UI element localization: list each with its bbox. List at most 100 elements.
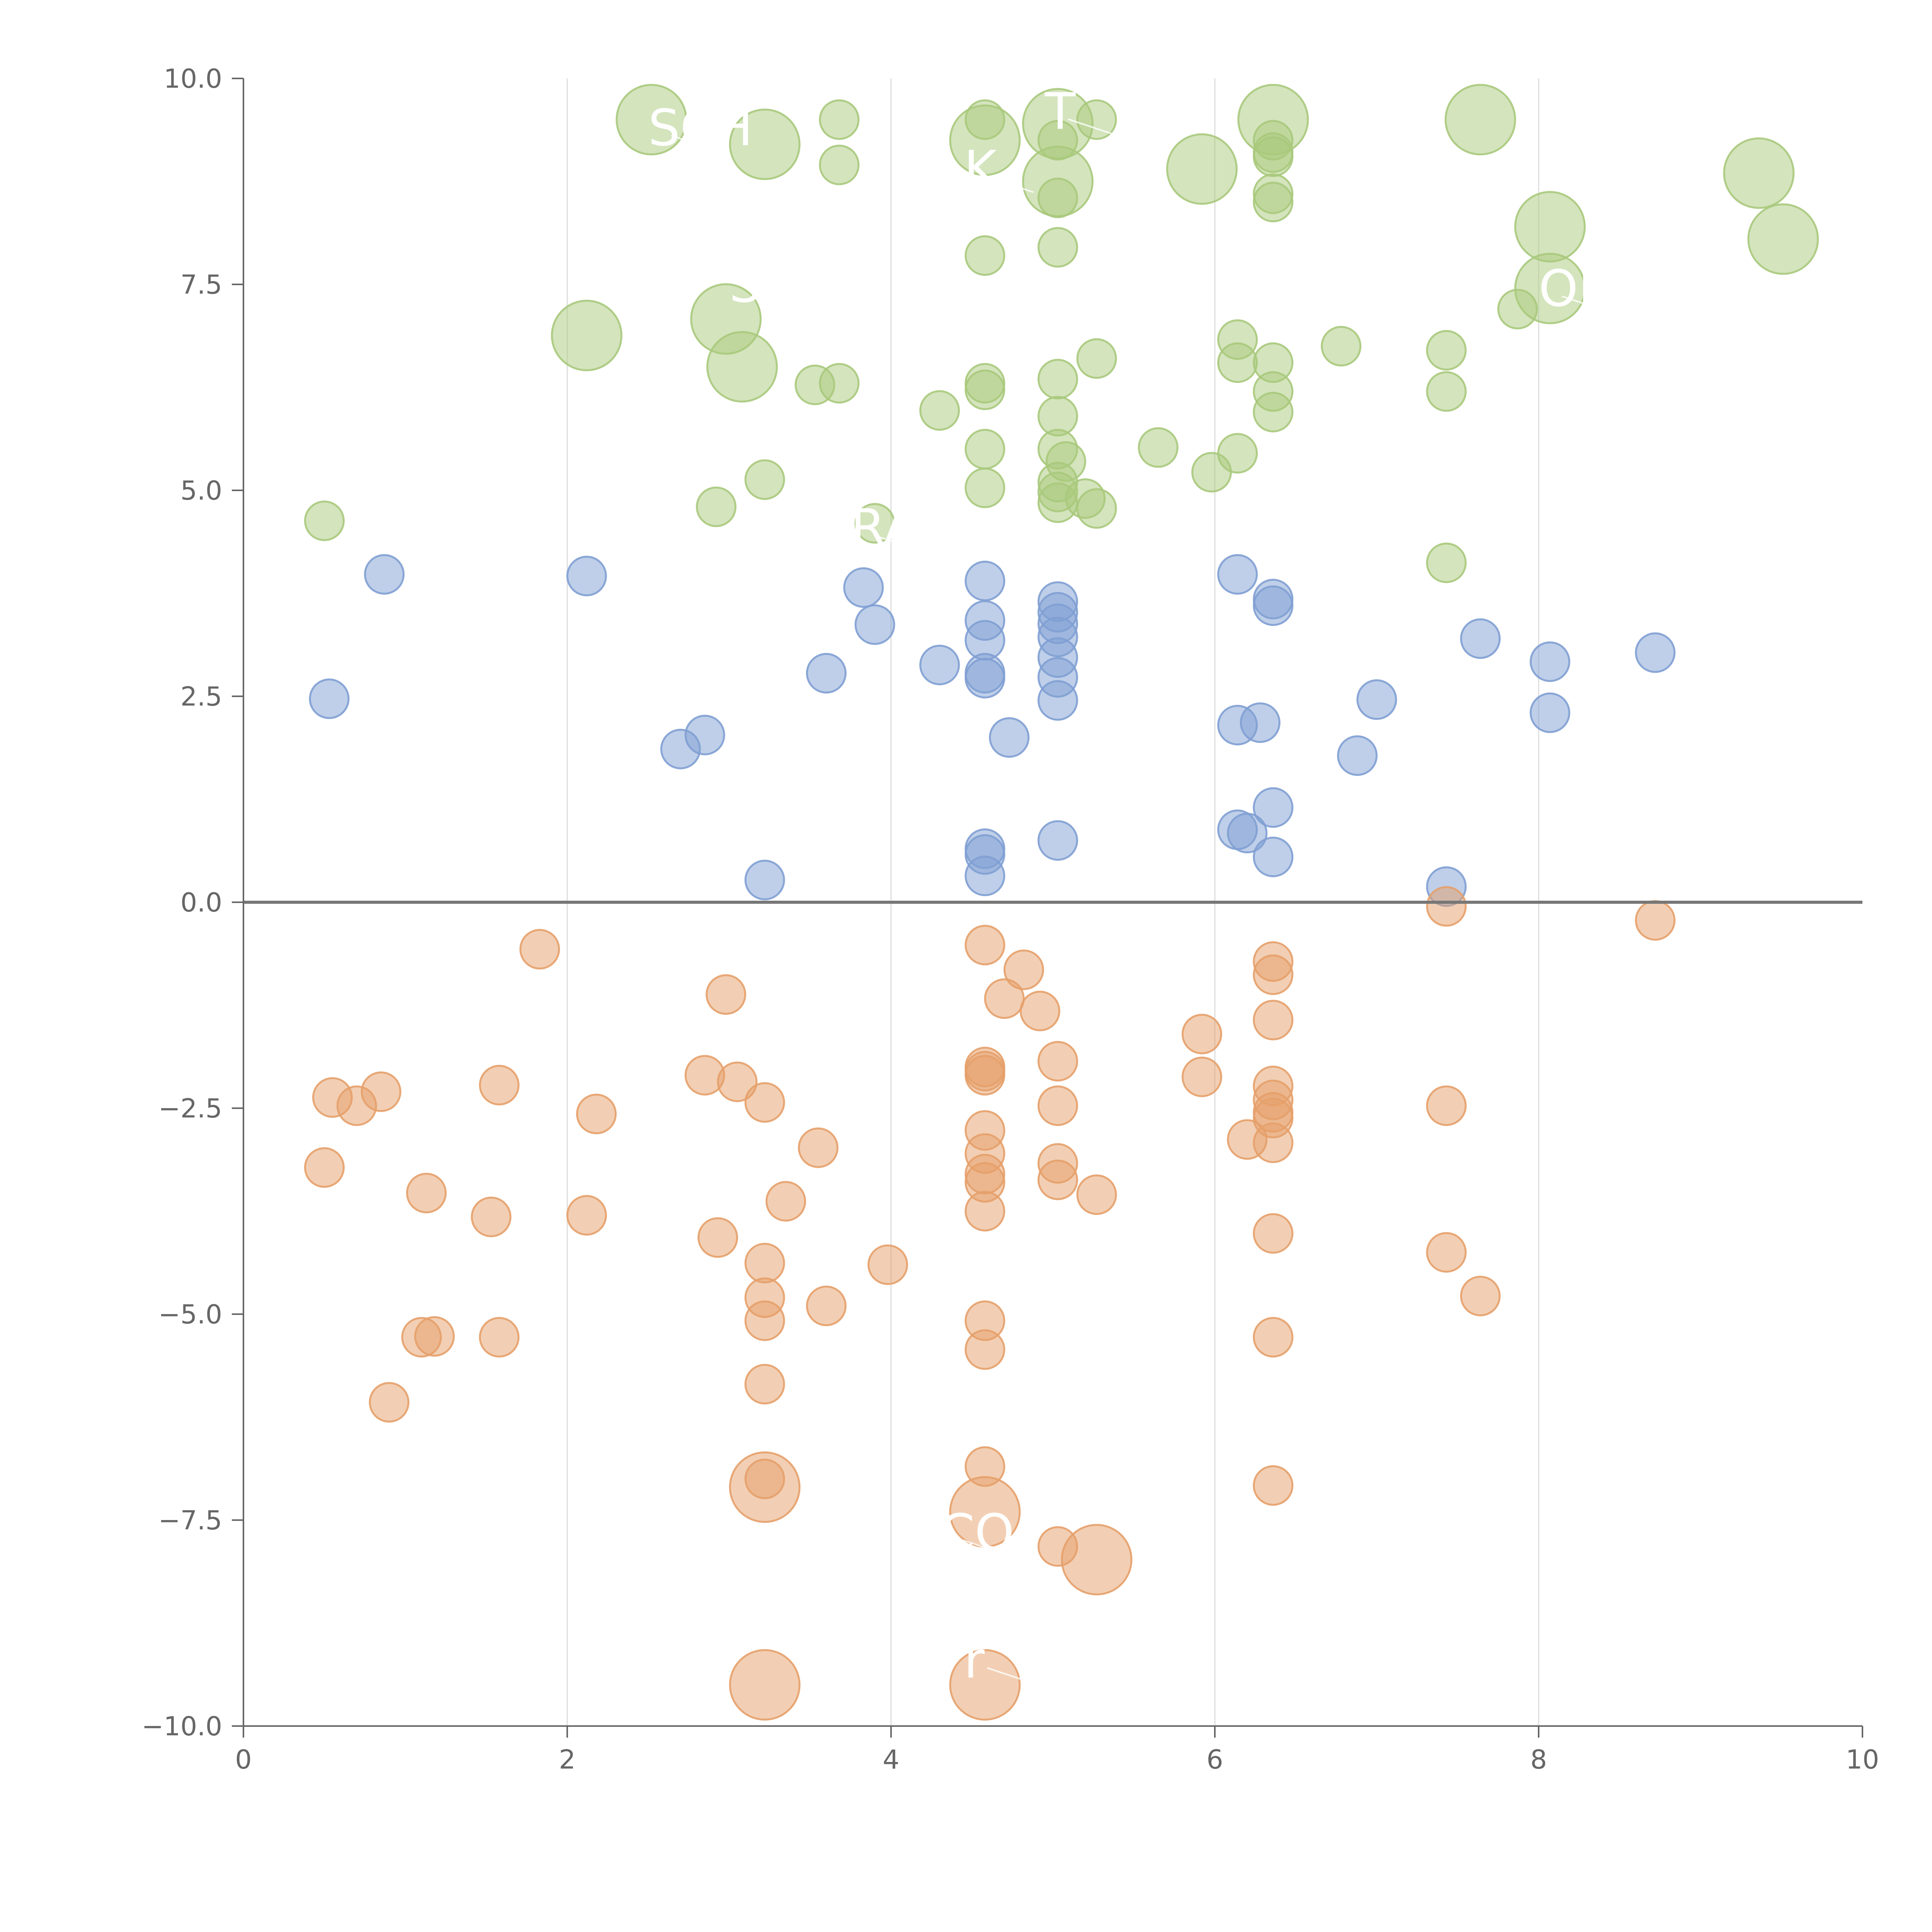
point-green-35 — [1076, 338, 1117, 379]
point-green-58 — [696, 486, 736, 527]
point-green-11 — [1166, 133, 1238, 205]
annotation-leader — [986, 1667, 1034, 1684]
point-orange-67 — [729, 1451, 801, 1523]
point-blue-2 — [309, 678, 350, 719]
annotation-label: RA — [850, 498, 918, 557]
annotation-leader — [1561, 295, 1609, 313]
point-blue-21 — [684, 714, 725, 755]
point-orange-47 — [1076, 1174, 1117, 1215]
y-tick-label: 10.0 — [164, 64, 222, 94]
point-orange-57 — [414, 1316, 455, 1357]
point-orange-2 — [964, 925, 1005, 966]
point-orange-1 — [706, 974, 747, 1015]
point-green-19 — [1723, 137, 1795, 209]
y-tick-label: −5.0 — [158, 1299, 222, 1330]
point-orange-34 — [406, 1173, 447, 1214]
point-green-3 — [819, 145, 860, 185]
point-green-10 — [1037, 177, 1078, 218]
point-orange-46 — [1037, 1159, 1078, 1200]
point-orange-17 — [576, 1094, 617, 1134]
point-blue-5 — [806, 653, 847, 694]
point-orange-52 — [867, 1244, 908, 1285]
point-orange-6 — [1426, 886, 1467, 927]
point-blue-30 — [1529, 641, 1570, 682]
y-tick-label: −7.5 — [158, 1505, 222, 1536]
point-green-17 — [1253, 182, 1294, 223]
point-orange-71 — [729, 1649, 801, 1721]
point-orange-59 — [369, 1382, 410, 1423]
annotation-leader — [1068, 118, 1115, 136]
point-orange-12 — [1181, 1056, 1222, 1097]
point-blue-34 — [1227, 813, 1268, 854]
point-green-7 — [1076, 99, 1117, 140]
point-orange-33 — [304, 1147, 345, 1188]
point-orange-72 — [949, 1649, 1021, 1721]
point-blue-31 — [1529, 692, 1570, 733]
point-orange-63 — [1253, 1317, 1294, 1358]
y-tick-label: 0.0 — [180, 888, 222, 918]
y-tick-label: 2.5 — [180, 682, 222, 712]
point-green-42 — [1426, 330, 1467, 371]
point-orange-38 — [765, 1181, 806, 1222]
point-blue-32 — [1635, 632, 1676, 673]
point-blue-39 — [964, 855, 1005, 896]
point-blue-18 — [1037, 680, 1078, 721]
point-blue-27 — [1356, 679, 1397, 720]
point-orange-35 — [471, 1196, 512, 1237]
point-orange-4 — [984, 978, 1025, 1019]
point-blue-7 — [964, 561, 1005, 602]
x-tick-label: 10 — [1846, 1745, 1879, 1775]
point-orange-19 — [717, 1061, 758, 1102]
point-orange-9 — [1253, 954, 1294, 995]
point-blue-1 — [566, 556, 607, 597]
point-green-50 — [1191, 452, 1232, 493]
point-blue-26 — [1240, 702, 1281, 743]
y-tick-label: 5.0 — [180, 476, 222, 506]
point-orange-25 — [1037, 1085, 1078, 1126]
y-tick-label: −2.5 — [158, 1094, 222, 1124]
point-orange-23 — [964, 1055, 1005, 1096]
point-green-23 — [1497, 289, 1538, 330]
data-points — [304, 84, 1819, 1721]
point-green-52 — [964, 468, 1005, 509]
point-green-61 — [1426, 543, 1467, 583]
point-green-40 — [1253, 391, 1294, 432]
point-green-1 — [729, 109, 801, 180]
x-tick-label: 2 — [559, 1745, 575, 1775]
point-green-26 — [551, 299, 622, 371]
point-orange-11 — [1181, 1014, 1222, 1054]
point-orange-55 — [1460, 1276, 1501, 1316]
axes: 0 2 4 6 8 10 10.0 7.5 5.0 2.5 0.0 −2.5 −5.0 −7.5 −10.0 — [142, 64, 1879, 1775]
point-orange-20 — [744, 1082, 785, 1123]
point-orange-70 — [1061, 1524, 1133, 1595]
point-green-57 — [1076, 488, 1117, 529]
point-blue-24 — [1253, 585, 1294, 626]
point-blue-0 — [364, 554, 405, 595]
point-orange-65 — [1253, 1465, 1294, 1506]
point-green-20 — [1747, 203, 1819, 275]
point-orange-0 — [519, 929, 560, 970]
point-orange-53 — [1253, 1213, 1294, 1254]
x-tick-label: 4 — [883, 1745, 899, 1775]
point-blue-41 — [744, 859, 785, 900]
point-orange-10 — [1253, 1000, 1294, 1041]
point-green-44 — [964, 429, 1005, 469]
point-orange-32 — [1426, 1085, 1467, 1126]
point-orange-31 — [1253, 1122, 1294, 1163]
x-tick-label: 8 — [1530, 1745, 1547, 1775]
point-orange-24 — [1037, 1041, 1078, 1082]
point-green-24 — [964, 235, 1005, 276]
annotation-leader — [873, 534, 920, 551]
point-green-48 — [1138, 427, 1179, 468]
point-green-15 — [1253, 136, 1294, 177]
annotation-leader — [671, 135, 718, 152]
point-orange-5 — [1019, 990, 1060, 1031]
point-orange-37 — [697, 1217, 738, 1258]
annotation-label: SCH — [648, 99, 753, 157]
point-green-37 — [1217, 342, 1258, 383]
annotation-leader — [986, 176, 1034, 193]
point-green-18 — [1444, 84, 1516, 156]
point-orange-62 — [964, 1329, 1005, 1370]
point-orange-58 — [479, 1317, 520, 1358]
annotation-label: CO — [940, 1503, 1014, 1562]
